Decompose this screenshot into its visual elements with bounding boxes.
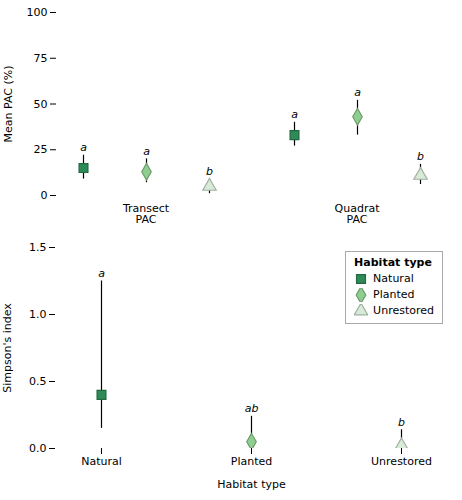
html-text:Planted: Planted — [373, 288, 415, 301]
svg-text:b: b — [417, 150, 424, 163]
html-text:Natural: Natural — [373, 272, 414, 285]
svg-text:Planted: Planted — [231, 455, 272, 468]
svg-text:0.5: 0.5 — [29, 375, 47, 388]
svg-text:a: a — [143, 145, 150, 158]
html-text:Unrestored: Unrestored — [373, 304, 434, 317]
svg-text:Unrestored: Unrestored — [371, 455, 432, 468]
svg-text:TransectPAC: TransectPAC — [122, 202, 170, 226]
svg-text:0.0: 0.0 — [29, 442, 47, 455]
svg-text:1.5: 1.5 — [29, 241, 47, 254]
svg-text:100: 100 — [27, 6, 48, 19]
svg-text:0: 0 — [41, 189, 48, 202]
svg-text:Natural: Natural — [81, 455, 122, 468]
svg-text:a: a — [80, 141, 87, 154]
svg-text:75: 75 — [34, 52, 48, 65]
svg-text:a: a — [354, 86, 361, 99]
svg-text:a: a — [98, 267, 105, 280]
svg-text:25: 25 — [34, 143, 48, 156]
svg-text:a: a — [291, 108, 298, 121]
svg-text:b: b — [206, 165, 213, 178]
svg-text:1.0: 1.0 — [29, 308, 47, 321]
svg-text:QuadratPAC: QuadratPAC — [335, 202, 381, 226]
svg-text:Simpson's index: Simpson's index — [1, 303, 14, 393]
svg-text:b: b — [398, 416, 405, 429]
svg-text:50: 50 — [34, 98, 48, 111]
svg-text:Habitat type: Habitat type — [217, 478, 286, 491]
svg-text:ab: ab — [245, 402, 259, 415]
html-text:Habitat type: Habitat type — [354, 256, 432, 269]
svg-text:Mean PAC (%): Mean PAC (%) — [2, 66, 15, 143]
